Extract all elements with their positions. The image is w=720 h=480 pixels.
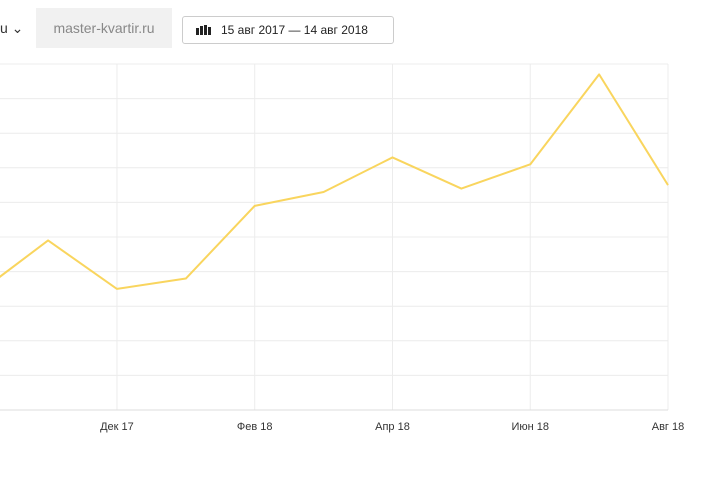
- site-name[interactable]: master-kvartir.ru: [36, 8, 172, 48]
- counter-name: u: [0, 20, 8, 36]
- calendar-icon: [196, 25, 211, 35]
- counter-select[interactable]: u ⌄: [0, 20, 24, 36]
- date-range: 15 авг 2017 — 14 авг 2018: [221, 23, 368, 37]
- toolbar: u ⌄ master-kvartir.ru 15 авг 2017 — 14 а…: [0, 0, 720, 60]
- series-line: [0, 73, 669, 290]
- date-picker[interactable]: 15 авг 2017 — 14 авг 2018: [182, 16, 394, 44]
- x-tick-label: Фев 18: [237, 421, 273, 433]
- x-tick-label: Июн 18: [511, 421, 549, 433]
- x-tick-label: Авг 18: [652, 421, 684, 433]
- x-tick-label: Дек 17: [100, 421, 134, 433]
- x-tick-label: Апр 18: [375, 421, 410, 433]
